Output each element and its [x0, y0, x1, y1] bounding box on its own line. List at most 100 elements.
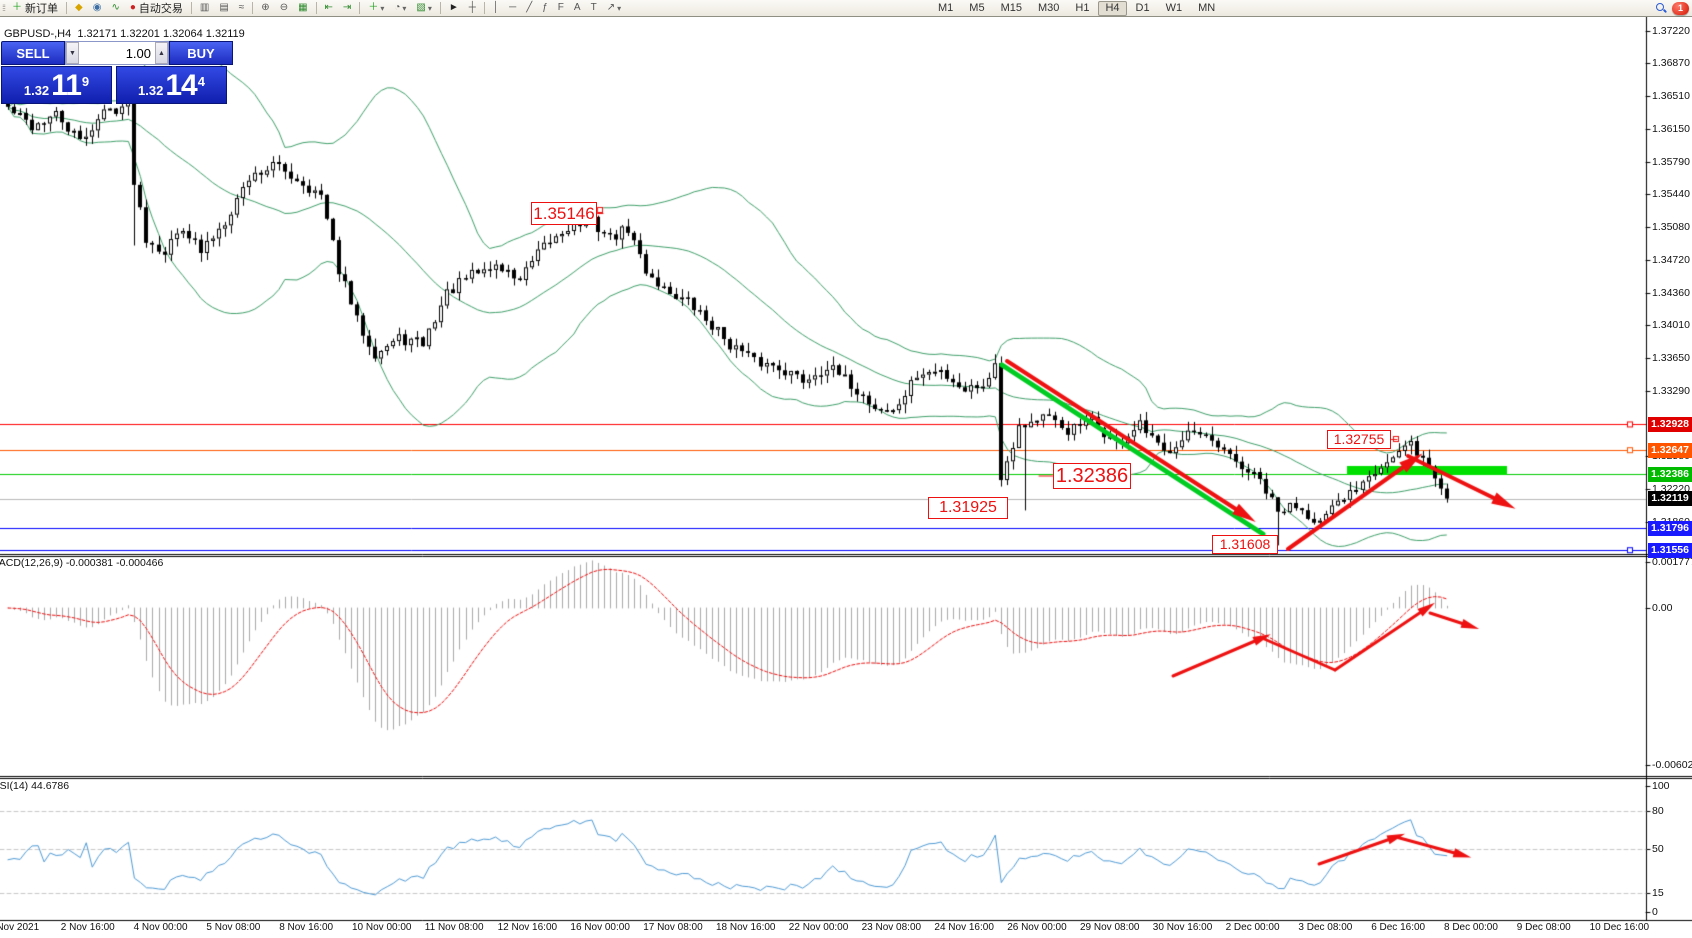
macd-axis-label: -0.00602 [1652, 758, 1692, 771]
time-axis-label: 8 Dec 00:00 [1444, 922, 1498, 933]
buy-price-prefix: 1.32 [138, 83, 164, 98]
text-button[interactable]: A [570, 0, 585, 16]
fibonacci-fan-icon: F [557, 2, 564, 13]
time-axis-label: 6 Dec 16:00 [1371, 922, 1426, 933]
price-tag-1.31556: 1.31556 [1648, 542, 1692, 558]
notification-badge[interactable]: 1 [1672, 1, 1689, 15]
hline-button[interactable]: ─ [505, 0, 520, 16]
price-annotation[interactable]: 1.31608 [1212, 535, 1278, 554]
crosshair-icon: ┼ [468, 2, 476, 13]
crosshair-button[interactable]: ┼ [465, 0, 480, 16]
indicators-button[interactable]: ＋ ▾ [364, 0, 388, 16]
chevron-down-icon[interactable]: ▾ [427, 3, 432, 13]
timeframe-button-d1[interactable]: D1 [1135, 1, 1150, 14]
cursor-icon: ► [448, 2, 459, 13]
price-axis-tick: 1.35790 [1652, 156, 1690, 169]
templates-button[interactable]: ▧ ▾ [412, 0, 435, 16]
chart-ohlc-header: GBPUSD-,H4 1.32171 1.32201 1.32064 1.321… [4, 28, 245, 40]
time-axis-label: 16 Nov 00:00 [570, 922, 630, 933]
sell-price-display[interactable]: 1.32 11 9 [1, 66, 112, 104]
chevron-down-icon[interactable]: ▾ [617, 3, 622, 13]
autotrade-icon: ● [129, 2, 136, 13]
bar-chart-button[interactable]: ▥ [196, 0, 213, 16]
price-tag-1.32119: 1.32119 [1648, 491, 1692, 507]
cursor-button[interactable]: ► [445, 0, 463, 16]
text-label-button[interactable]: T [587, 0, 601, 16]
timeframe-button-h1[interactable]: H1 [1075, 1, 1090, 14]
styles-button[interactable]: ◆ [71, 0, 87, 16]
trendline-button[interactable]: ╱ [522, 0, 536, 16]
price-annotation[interactable]: 1.32386 [1053, 463, 1131, 489]
clock-icon: ◔ [394, 2, 401, 13]
time-axis-label: 2 Dec 00:00 [1225, 922, 1280, 933]
zoom-in-icon: ⊕ [261, 2, 270, 13]
indicators-icon: ＋ [368, 2, 379, 13]
price-tag-1.32647: 1.32647 [1648, 442, 1692, 458]
price-annotation[interactable]: 1.31925 [928, 497, 1008, 519]
price-tag-1.32386: 1.32386 [1648, 466, 1692, 482]
volume-input[interactable] [79, 42, 155, 64]
vline-button[interactable]: │ [489, 0, 503, 16]
volume-decrease-button[interactable]: ▼ [66, 42, 79, 64]
auto-scroll-button[interactable]: ⇤ [321, 0, 337, 16]
buy-price-display[interactable]: 1.32 14 4 [116, 66, 227, 104]
timeframe-toolbar: M1 M5 M15 M30 H1 H4 D1 W1 MN [930, 0, 1223, 16]
search-icon[interactable] [1656, 3, 1666, 13]
line-chart-button[interactable]: ≈ [235, 0, 249, 16]
autotrade-button[interactable]: ● 自动交易 [126, 0, 187, 16]
buy-button[interactable]: BUY [169, 41, 233, 65]
volume-increase-button[interactable]: ▲ [155, 42, 168, 64]
time-axis-label: 10 Nov 00:00 [352, 922, 412, 933]
signal-button[interactable]: ∿ [107, 0, 123, 16]
timeframe-button-m1[interactable]: M1 [938, 1, 954, 14]
toolbar-separator [359, 2, 361, 14]
one-click-trading-panel: SELL ▼ ▲ BUY 1.32 11 9 1.32 14 4 [1, 41, 233, 104]
timeframe-button-w1[interactable]: W1 [1165, 1, 1183, 14]
timeframe-button-m15[interactable]: M15 [1000, 1, 1022, 14]
buy-price-big: 14 [165, 69, 197, 102]
new-order-button[interactable]: ＋新订单 [8, 0, 62, 16]
time-axis-label: 2 Nov 16:00 [60, 922, 115, 933]
price-axis-tick: 1.34720 [1652, 254, 1690, 267]
fibo-fan-button[interactable]: F [554, 0, 568, 16]
rsi-label-wrap: RSI(14) 44.6786 [0, 780, 160, 794]
toolbar-separator [190, 2, 192, 14]
zoom-in-button[interactable]: ⊕ [257, 0, 273, 16]
time-axis-label: 23 Nov 08:00 [861, 922, 922, 933]
chevron-down-icon[interactable]: ▾ [402, 3, 407, 13]
text-label-icon: T [590, 2, 597, 13]
chart-shift-button[interactable]: ⇥ [339, 0, 355, 16]
time-axis-label: 18 Nov 16:00 [716, 922, 776, 933]
toolbar-separator [439, 2, 441, 14]
price-annotation[interactable]: 1.32755 [1327, 430, 1391, 449]
zoom-out-button[interactable]: ⊖ [276, 0, 292, 16]
horizontal-line-icon: ─ [509, 2, 517, 13]
bar-chart-icon: ▥ [199, 2, 210, 13]
line-chart-icon: ≈ [238, 2, 245, 13]
profile-button[interactable]: ◉ [89, 0, 106, 16]
price-annotation[interactable]: 1.35146 [531, 202, 597, 225]
sell-button[interactable]: SELL [1, 41, 65, 65]
candle-chart-button[interactable]: ▤ [215, 0, 232, 16]
fibo-button[interactable]: ƒ [538, 0, 552, 16]
price-axis-tick: 1.36150 [1652, 123, 1690, 136]
rsi-axis-label: 80 [1652, 805, 1664, 818]
styles-icon: ◆ [75, 2, 83, 13]
fibonacci-icon: ƒ [542, 2, 548, 13]
tile-windows-button[interactable]: ▦ [294, 0, 311, 16]
time-axis-label: 8 Nov 16:00 [279, 922, 334, 933]
timeframe-button-h4[interactable]: H4 [1098, 0, 1127, 16]
time-axis-label: 4 Nov 00:00 [133, 922, 188, 933]
time-axis-label: 9 Dec 08:00 [1516, 922, 1571, 933]
price-axis-tick: 1.37220 [1652, 25, 1690, 37]
timeframe-button-mn[interactable]: MN [1198, 1, 1216, 14]
text-icon: A [573, 2, 581, 13]
time-axis-label: 26 Nov 00:00 [1007, 922, 1067, 933]
timeframe-button-m5[interactable]: M5 [969, 1, 985, 14]
arrows-button[interactable]: ↗ ▾ [603, 0, 625, 16]
chevron-down-icon[interactable]: ▾ [380, 3, 385, 13]
periods-button[interactable]: ◔ ▾ [390, 0, 410, 16]
toolbar-drag-handle[interactable]: ⁞⁞ [2, 3, 6, 13]
timeframe-button-m30[interactable]: M30 [1037, 1, 1060, 14]
